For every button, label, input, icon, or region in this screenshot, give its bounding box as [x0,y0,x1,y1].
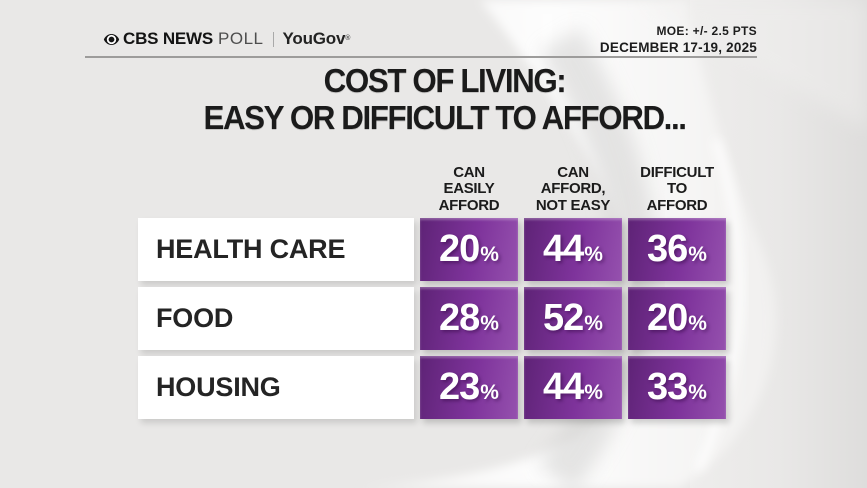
percent-value: 52% [543,297,603,339]
percent-sign: % [480,243,499,266]
percent-value: 33% [647,366,707,408]
percent-sign: % [480,381,499,404]
value-cell-food-difficult: 20% [628,287,726,350]
cbs-eye-icon [103,33,120,45]
value-cell-healthcare-easily: 20% [420,218,518,281]
percent-sign: % [688,243,707,266]
row-label-housing: HOUSING [138,356,414,419]
brand-divider [272,31,274,47]
value-cell-food-easily: 28% [420,287,518,350]
registered-mark: ® [345,35,351,42]
percent-value: 44% [543,366,603,408]
col-header-difficult-to-afford: DIFFICULT TO AFFORD [640,163,714,214]
percent-sign: % [688,381,707,404]
value-cell-healthcare-difficult: 36% [628,218,726,281]
value-cell-housing-notEasy: 44% [524,356,622,419]
value-cell-healthcare-notEasy: 44% [524,218,622,281]
percent-value: 20% [439,228,499,270]
moe-text: MOE: +/- 2.5 PTS [656,24,757,38]
brand-lockup: CBS NEWS POLL YouGov ® [103,28,350,50]
poll-meta: MOE: +/- 2.5 PTS DECEMBER 17-19, 2025 [457,24,757,55]
column-headers: CAN EASILY AFFORD CAN AFFORD, NOT EASY D… [0,158,867,214]
percent-sign: % [584,312,603,335]
percent-value: 44% [543,228,603,270]
row-label-food: FOOD [138,287,414,350]
value-cell-housing-difficult: 33% [628,356,726,419]
percent-value: 20% [647,297,707,339]
col-header-can-afford-not-easy: CAN AFFORD, NOT EASY [535,163,611,214]
header-rule [85,56,757,58]
page-title: COST OF LIVING: EASY OR DIFFICULT TO AFF… [22,62,867,136]
col-header-can-easily-afford: CAN EASILY AFFORD [438,163,500,214]
percent-sign: % [584,381,603,404]
value-cell-food-notEasy: 52% [524,287,622,350]
percent-value: 36% [647,228,707,270]
percent-value: 23% [439,366,499,408]
value-cell-housing-easily: 23% [420,356,518,419]
title-line-2: EASY OR DIFFICULT TO AFFORD... [203,99,687,136]
percent-value: 28% [439,297,499,339]
brand-yougov: YouGov [282,29,346,48]
percent-sign: % [688,312,707,335]
percent-sign: % [584,243,603,266]
percent-sign: % [480,312,499,335]
row-label-health-care: HEALTH CARE [138,218,414,281]
brand-cbs-news: CBS NEWS [123,29,214,48]
title-line-1: COST OF LIVING: [323,62,567,99]
date-text: DECEMBER 17-19, 2025 [599,40,757,55]
brand-poll: POLL [218,29,264,48]
poll-table: HEALTH CARE 20% 44% 36% FOOD 28% 52% 20%… [138,218,726,419]
